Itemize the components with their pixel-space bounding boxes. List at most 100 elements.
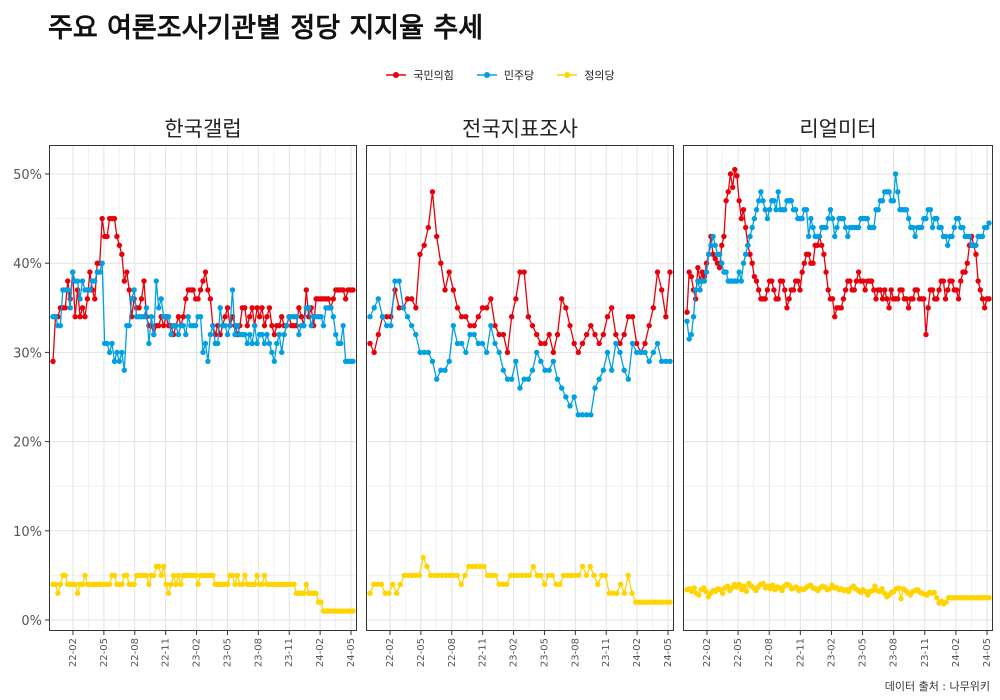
data-point	[766, 206, 773, 213]
panel-background	[49, 145, 357, 631]
data-point	[525, 376, 532, 382]
data-point	[271, 331, 278, 338]
data-point	[428, 572, 434, 579]
data-point	[65, 278, 71, 284]
data-point	[293, 314, 300, 320]
data-point	[654, 340, 661, 347]
data-point	[195, 296, 201, 302]
data-point	[136, 305, 142, 311]
data-point	[471, 331, 477, 338]
data-point	[479, 340, 486, 347]
x-tick-label: 23-05	[539, 638, 550, 667]
data-point	[458, 314, 465, 320]
data-point	[296, 305, 302, 311]
data-point	[425, 349, 432, 356]
data-point	[79, 278, 86, 284]
data-point	[97, 269, 103, 275]
data-point	[296, 331, 302, 338]
data-point	[697, 287, 703, 293]
data-point	[74, 278, 81, 284]
data-point	[109, 340, 115, 347]
data-point	[910, 224, 916, 231]
data-point	[550, 358, 557, 365]
data-point	[646, 322, 652, 329]
data-point	[443, 572, 449, 579]
data-point	[771, 287, 777, 293]
data-point	[964, 260, 970, 266]
data-point	[579, 412, 586, 418]
data-point	[923, 215, 929, 222]
data-point	[534, 572, 540, 579]
data-point	[413, 305, 419, 311]
x-tick-label: 22-11	[795, 638, 806, 667]
data-point	[232, 581, 238, 588]
data-point	[469, 563, 476, 570]
data-point	[425, 224, 432, 231]
data-point	[496, 581, 502, 588]
facet-panel: 리얼미터 22-02 22-05 22-08 22-11 23-02 23-05 23-08 2…	[683, 117, 993, 667]
data-point	[400, 305, 407, 311]
data-point	[446, 358, 452, 365]
data-point	[760, 198, 766, 204]
data-point	[949, 233, 955, 240]
data-point	[538, 572, 544, 579]
data-point	[229, 572, 236, 579]
data-point	[667, 599, 673, 605]
data-point	[819, 242, 825, 249]
legend-key	[386, 72, 407, 78]
data-point	[927, 206, 934, 213]
data-point	[725, 189, 731, 195]
data-point	[563, 305, 569, 311]
data-point	[621, 590, 628, 596]
data-point	[747, 233, 753, 240]
data-point	[278, 314, 285, 320]
legend: 국민의힘 민주당 정의당	[0, 66, 1000, 84]
legend-label: 정의당	[584, 69, 615, 82]
data-point	[242, 572, 248, 579]
data-point	[224, 305, 231, 311]
data-point	[745, 242, 751, 249]
data-point	[378, 581, 385, 588]
data-point	[192, 572, 199, 579]
data-point	[650, 349, 657, 356]
data-point	[652, 599, 658, 605]
y-tick-label: 20%	[13, 436, 42, 451]
data-point	[175, 314, 182, 320]
data-point	[477, 563, 483, 570]
data-point	[271, 358, 278, 365]
legend-label: 민주당	[503, 69, 535, 82]
data-point	[779, 587, 785, 594]
data-point	[910, 296, 916, 302]
data-point	[180, 314, 187, 320]
data-point	[283, 322, 290, 329]
data-point	[751, 273, 758, 280]
data-point	[686, 269, 692, 275]
data-point	[629, 340, 636, 347]
data-point	[918, 224, 925, 231]
data-point	[784, 305, 790, 311]
data-point	[710, 251, 716, 257]
data-point	[72, 581, 78, 588]
x-tick-label: 24-02	[315, 638, 326, 667]
data-point	[591, 572, 597, 579]
data-point	[111, 572, 118, 579]
data-point	[684, 318, 690, 324]
data-point	[168, 581, 174, 588]
legend-key-point	[393, 72, 400, 78]
data-point	[734, 278, 740, 284]
source-note: 데이터 출처 : 나무위키	[884, 680, 990, 693]
data-point	[525, 314, 532, 320]
data-point	[306, 305, 312, 311]
data-point	[977, 287, 984, 293]
data-point	[131, 287, 137, 293]
data-point	[483, 305, 490, 311]
data-point	[655, 599, 662, 605]
data-point	[57, 322, 64, 329]
data-point	[855, 269, 862, 275]
data-point	[424, 563, 430, 570]
data-point	[79, 581, 86, 588]
data-point	[595, 581, 601, 588]
data-point	[929, 287, 936, 293]
data-point	[128, 296, 135, 302]
data-point	[753, 206, 760, 213]
